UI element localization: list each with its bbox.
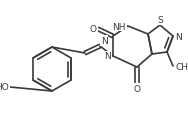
Text: O: O xyxy=(90,25,97,34)
Text: N: N xyxy=(104,52,111,61)
Text: HO: HO xyxy=(0,83,9,92)
Text: O: O xyxy=(133,84,140,93)
Text: N: N xyxy=(101,37,108,46)
Text: S: S xyxy=(157,16,163,25)
Text: NH: NH xyxy=(112,22,126,31)
Text: CH₃: CH₃ xyxy=(175,62,188,71)
Text: N: N xyxy=(175,32,182,41)
